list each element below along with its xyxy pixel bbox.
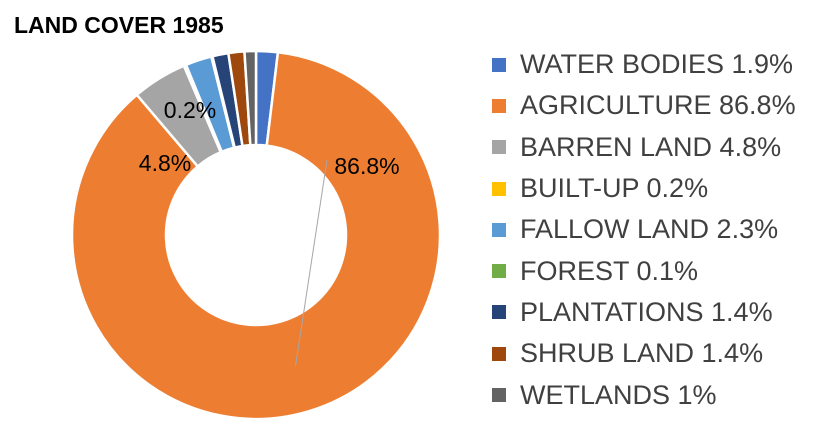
legend-swatch — [492, 140, 506, 155]
data-label: 86.8% — [334, 153, 399, 179]
legend-swatch — [492, 346, 506, 361]
legend-item: WETLANDS 1% — [492, 374, 796, 415]
data-label: 4.8% — [139, 150, 191, 176]
legend-swatch — [492, 305, 506, 320]
legend-item: FALLOW LAND 2.3% — [492, 209, 796, 250]
legend-item: FOREST 0.1% — [492, 250, 796, 291]
legend-label: WATER BODIES 1.9% — [520, 49, 794, 80]
leader-line — [199, 103, 204, 109]
data-label: 0.2% — [164, 97, 216, 123]
legend-label: WETLANDS 1% — [520, 379, 717, 410]
legend-swatch — [492, 181, 506, 196]
legend-label: BUILT-UP 0.2% — [520, 173, 709, 204]
legend-item: BUILT-UP 0.2% — [492, 168, 796, 209]
legend-swatch — [492, 98, 506, 113]
legend-label: FOREST 0.1% — [520, 255, 699, 286]
legend-item: AGRICULTURE 86.8% — [492, 85, 796, 126]
leader-line — [295, 159, 328, 367]
legend-swatch — [492, 388, 506, 403]
legend: WATER BODIES 1.9% AGRICULTURE 86.8% BARREN… — [492, 44, 796, 416]
chart-title: LAND COVER 1985 — [14, 12, 224, 38]
legend-item: PLANTATIONS 1.4% — [492, 292, 796, 333]
slice-wetlands — [243, 49, 258, 147]
data-labels: 86.8% 4.8% 0.2% — [139, 97, 400, 179]
legend-item: WATER BODIES 1.9% — [492, 44, 796, 85]
legend-swatch — [492, 222, 506, 237]
legend-item: BARREN LAND 4.8% — [492, 127, 796, 168]
slices-layer — [70, 49, 442, 421]
legend-item: SHRUB LAND 1.4% — [492, 333, 796, 374]
legend-label: PLANTATIONS 1.4% — [520, 296, 773, 327]
leader-lines — [199, 103, 328, 367]
legend-label: BARREN LAND 4.8% — [520, 131, 782, 162]
legend-swatch — [492, 264, 506, 279]
slice-agriculture — [70, 51, 442, 421]
legend-label: SHRUB LAND 1.4% — [520, 338, 764, 369]
legend-label: AGRICULTURE 86.8% — [520, 90, 796, 121]
legend-label: FALLOW LAND 2.3% — [520, 214, 779, 245]
legend-swatch — [492, 57, 506, 72]
